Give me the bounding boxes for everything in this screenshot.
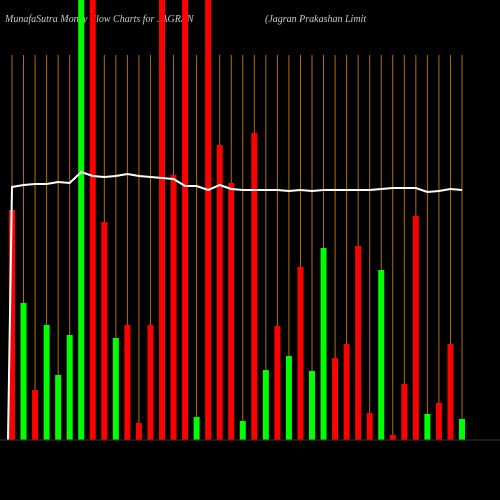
bar (228, 183, 235, 440)
bar (355, 246, 362, 440)
chart-title: MunafaSutra Money Flow Charts for JAGRAN (4, 14, 195, 25)
bar (32, 390, 39, 440)
bar (309, 371, 315, 440)
bar (112, 338, 119, 440)
bar (89, 0, 96, 440)
bar (285, 356, 292, 440)
bar (262, 370, 269, 440)
bar (20, 303, 27, 440)
money-flow-line (7, 170, 463, 441)
bar (216, 145, 223, 440)
bar (170, 175, 177, 440)
bar (135, 423, 142, 440)
bar (412, 216, 419, 440)
bar (66, 335, 73, 440)
bar (424, 414, 431, 440)
bar (43, 325, 50, 440)
bar (159, 0, 165, 440)
bar (182, 0, 189, 440)
bar (332, 358, 339, 440)
plot (7, 0, 465, 441)
bar (274, 326, 281, 440)
bar (389, 435, 396, 440)
bar (366, 413, 373, 440)
bar (239, 421, 246, 440)
bar (251, 133, 258, 440)
bar (297, 267, 304, 440)
bar (343, 344, 350, 440)
bar (101, 222, 108, 440)
bar (78, 0, 85, 440)
bar (147, 325, 154, 440)
bar (401, 384, 408, 440)
bar (124, 325, 131, 440)
bar (378, 270, 385, 440)
bar (320, 248, 327, 440)
bar (193, 417, 200, 440)
bar (55, 375, 62, 440)
bar (447, 344, 454, 440)
bar (435, 403, 442, 440)
bar (9, 210, 15, 440)
bar (459, 419, 465, 440)
chart-subtitle: (Jagran Prakashan Limit (265, 14, 366, 25)
bar (205, 0, 212, 440)
